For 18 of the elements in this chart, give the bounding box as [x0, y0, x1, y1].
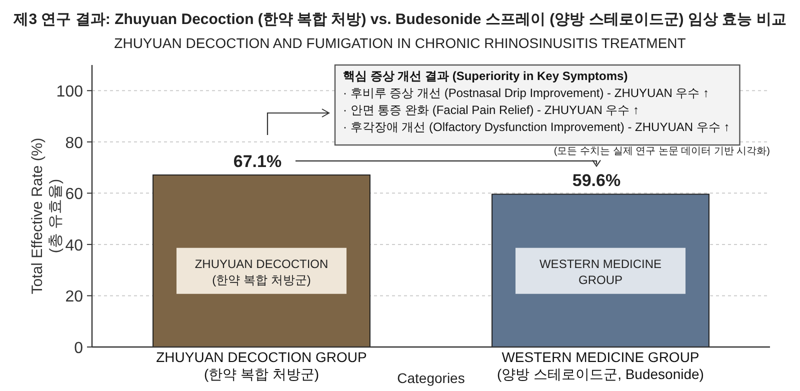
y-axis-title: Total Effective Rate (%) (총 유효율): [29, 138, 64, 294]
y-tick-label: 100: [56, 84, 84, 101]
x-tick-label: ZHUYUAN DECOCTION GROUP (한약 복합 처방군): [156, 349, 367, 382]
data-label: 59.6%: [572, 171, 621, 190]
y-tick-label: 40: [65, 237, 84, 254]
annotation: 핵심 증상 개선 결과 (Superiority in Key Symptoms) · 후비루 증상 개선 (Postnasal Drip Improvement) - ZHUYUAN 우수 ↑ · 안면 통증 완화 (Facial Pain Relief) - ZHUYUAN 우수 ↑ · 후각장애 개선 (Olfactory Dysfunction Improvement) - ZHUYUAN 우수 ↑: [343, 69, 730, 134]
chart-title: 제3 연구 결과: Zhuyuan Decoction (한약 복합 처방) vs. Budesonide 스프레이 (양방 스테로이드군) 임상 효능 비교: [12, 11, 786, 28]
x-axis-title: Categories: [397, 370, 465, 386]
annotation: WESTERN MEDICINE GROUP: [539, 256, 662, 287]
annotation: (모든 수치는 실제 연구 논문 데이터 기반 시각화): [554, 146, 770, 157]
y-tick-label: 0: [74, 340, 84, 357]
y-tick-label: 20: [65, 288, 84, 306]
data-label: 67.1%: [233, 152, 282, 171]
chart-subtitle: ZHUYUAN DECOCTION AND FUMIGATION IN CHRONIC RHINOSINUSITIS TREATMENT: [114, 35, 686, 51]
x-tick-label: WESTERN MEDICINE GROUP (양방 스테로이드군, Budesonide): [497, 349, 704, 382]
annotation: ZHUYUAN DECOCTION (한약 복합 처방군): [194, 256, 328, 287]
y-tick-label: 60: [65, 186, 84, 204]
y-tick-label: 80: [65, 134, 84, 152]
